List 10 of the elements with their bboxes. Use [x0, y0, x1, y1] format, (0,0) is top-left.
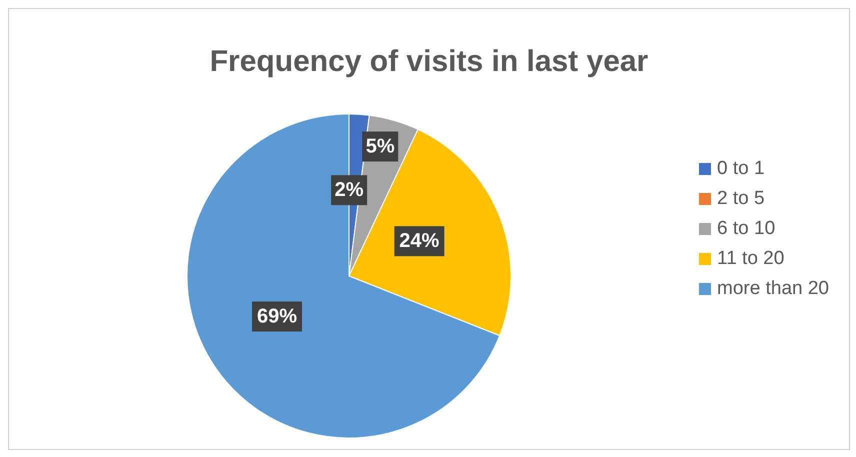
legend-label: 0 to 1 — [717, 157, 765, 181]
data-label: 24% — [399, 230, 440, 252]
chart-title: Frequency of visits in last year — [208, 45, 650, 79]
data-label: 5% — [366, 136, 395, 158]
data-label: 2% — [334, 179, 364, 202]
data-label: 69% — [256, 306, 298, 328]
legend-label: more than 20 — [717, 277, 829, 301]
legend-label: 6 to 10 — [717, 217, 776, 241]
legend-label: 11 to 20 — [717, 247, 784, 271]
legend-label: 2 to 5 — [717, 187, 765, 211]
